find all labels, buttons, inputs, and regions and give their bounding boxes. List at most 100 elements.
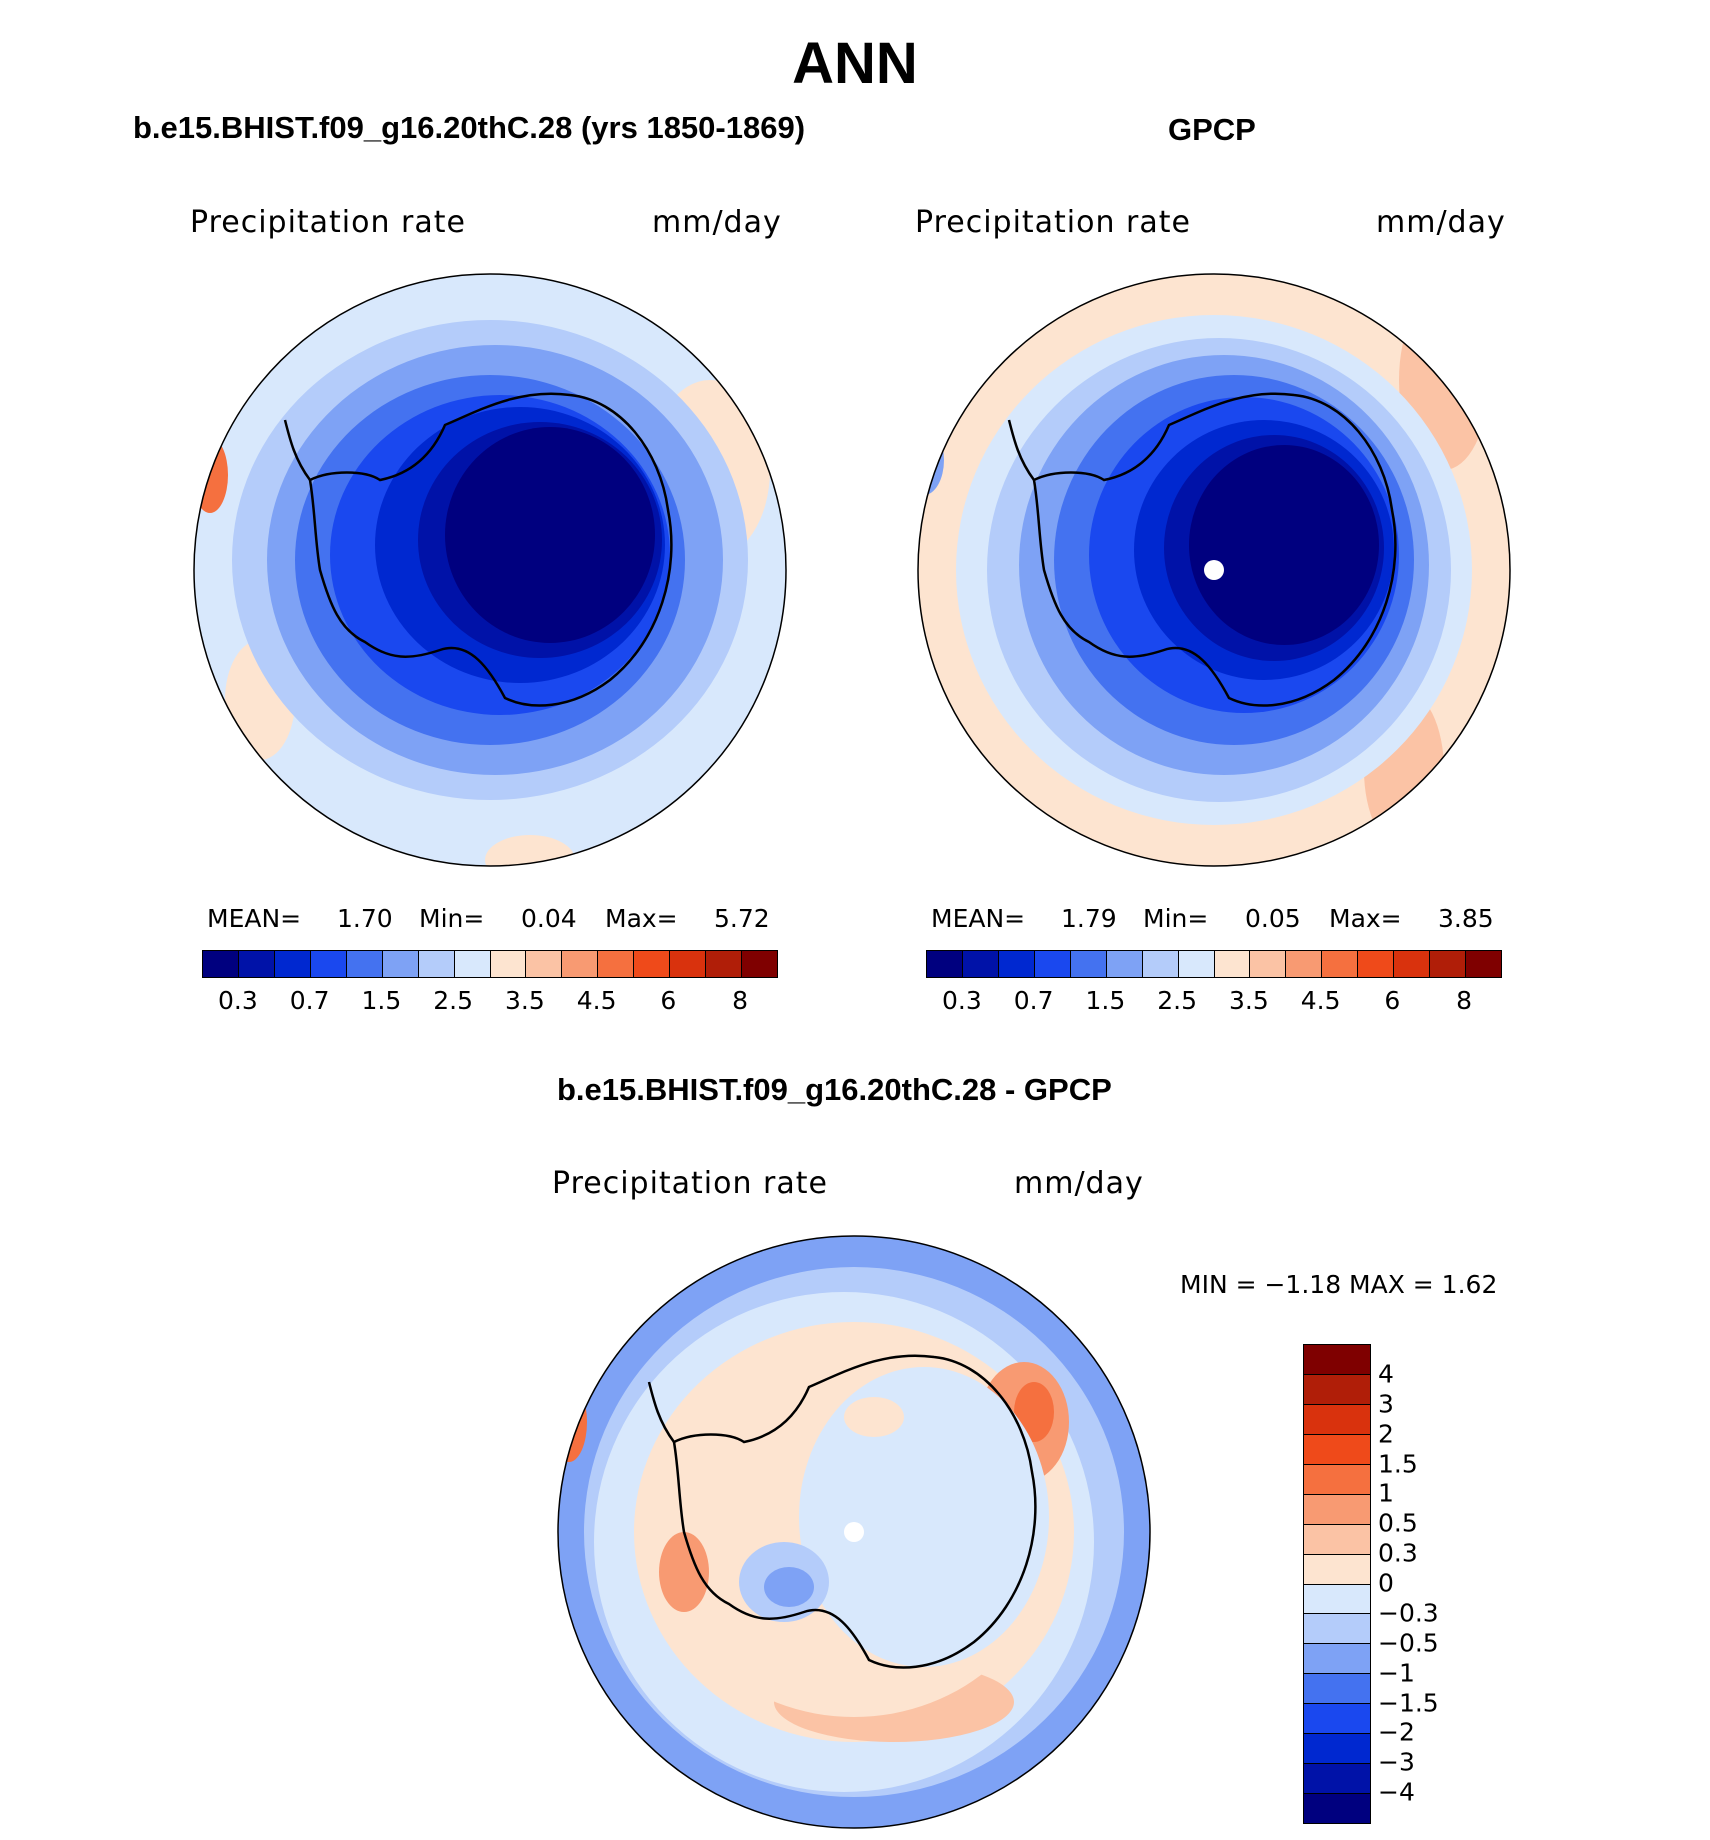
colorbar-swatch (1322, 951, 1359, 977)
diff-colorbar-swatch (1304, 1734, 1370, 1765)
colorbar-swatch (1178, 951, 1215, 977)
diff-colorbar (1303, 1344, 1371, 1824)
colorbar-tick-label: 0.7 (1013, 986, 1054, 1015)
obs-mean-label: MEAN= (931, 904, 1026, 933)
colorbar-swatch (274, 951, 311, 977)
diff-colorbar-swatch (1304, 1464, 1370, 1495)
colorbar-swatch (454, 951, 491, 977)
diff-colorbar-swatch (1304, 1794, 1370, 1823)
colorbar-swatch (382, 951, 419, 977)
colorbar-swatch (1250, 951, 1287, 977)
colorbar-swatch (238, 951, 275, 977)
diff-colorbar-swatch (1304, 1614, 1370, 1645)
colorbar-swatch (927, 951, 963, 977)
colorbar-tick-label: 8 (732, 986, 749, 1015)
colorbar-swatch (346, 951, 383, 977)
obs-min-value: 0.05 (1245, 904, 1301, 933)
obs-colorbar (926, 950, 1502, 978)
diff-colorbar-swatch (1304, 1404, 1370, 1435)
obs-units-label: mm/day (1376, 205, 1506, 240)
colorbar-tick-label: 1.5 (1085, 986, 1126, 1015)
obs-max-label: Max= (1329, 904, 1402, 933)
colorbar-swatch (742, 951, 777, 977)
diff-colorbar-swatch (1304, 1764, 1370, 1795)
main-title: ANN (792, 31, 918, 96)
diff-colorbar-swatch (1304, 1434, 1370, 1465)
diff-panel-title: b.e15.BHIST.f09_g16.20thC.28 - GPCP (557, 1072, 1112, 1107)
colorbar-swatch (706, 951, 743, 977)
colorbar-tick-label: 2.5 (1157, 986, 1198, 1015)
colorbar-tick-label: 6 (660, 986, 677, 1015)
colorbar-swatch (1106, 951, 1143, 977)
model-max-label: Max= (605, 904, 678, 933)
colorbar-swatch (598, 951, 635, 977)
model-colorbar (202, 950, 778, 978)
model-panel-title: b.e15.BHIST.f09_g16.20thC.28 (yrs 1850-1… (133, 110, 806, 145)
diff-colorbar-tick-label: 4 (1378, 1359, 1394, 1389)
diff-minmax-text: MIN = −1.18 MAX = 1.62 (1180, 1270, 1498, 1299)
diff-colorbar-swatch (1304, 1345, 1370, 1375)
diff-colorbar-tick-label: −0.3 (1378, 1598, 1439, 1628)
diff-colorbar-tick-label: 0.5 (1378, 1508, 1418, 1538)
colorbar-swatch (1142, 951, 1179, 977)
colorbar-tick-label: 2.5 (433, 986, 474, 1015)
diff-colorbar-tick-label: 1 (1378, 1478, 1394, 1508)
colorbar-tick-label: 0.3 (941, 986, 982, 1015)
model-mean-value: 1.70 (337, 904, 393, 933)
colorbar-swatch (310, 951, 347, 977)
colorbar-swatch (1286, 951, 1323, 977)
colorbar-swatch (418, 951, 455, 977)
colorbar-tick-label: 6 (1384, 986, 1401, 1015)
model-min-label: Min= (419, 904, 485, 933)
colorbar-swatch (1214, 951, 1251, 977)
diff-colorbar-tick-label: 1.5 (1378, 1449, 1418, 1478)
model-units-label: mm/day (652, 205, 782, 240)
diff-colorbar-swatch (1304, 1374, 1370, 1405)
colorbar-swatch (670, 951, 707, 977)
diff-colorbar-tick-label: −2 (1378, 1717, 1415, 1747)
diff-colorbar-swatch (1304, 1494, 1370, 1525)
diff-colorbar-tick-label: −3 (1378, 1747, 1415, 1777)
obs-panel-title: GPCP (1168, 112, 1256, 147)
colorbar-swatch (634, 951, 671, 977)
model-max-value: 5.72 (714, 904, 770, 933)
colorbar-swatch (562, 951, 599, 977)
colorbar-tick-label: 4.5 (1300, 986, 1341, 1015)
obs-max-value: 3.85 (1438, 904, 1494, 933)
diff-polar-map (557, 1235, 1151, 1829)
colorbar-tick-label: 4.5 (576, 986, 617, 1015)
diff-colorbar-tick-label: 3 (1378, 1389, 1394, 1419)
colorbar-tick-label: 1.5 (361, 986, 402, 1015)
model-min-value: 0.04 (521, 904, 577, 933)
obs-mean-value: 1.79 (1061, 904, 1117, 933)
colorbar-tick-label: 0.7 (289, 986, 330, 1015)
obs-variable-label: Precipitation rate (915, 205, 1191, 240)
colorbar-swatch (1070, 951, 1107, 977)
diff-colorbar-swatch (1304, 1644, 1370, 1675)
colorbar-tick-label: 0.3 (217, 986, 258, 1015)
colorbar-swatch (1394, 951, 1431, 977)
model-mean-label: MEAN= (207, 904, 302, 933)
diff-colorbar-swatch (1304, 1674, 1370, 1705)
diff-colorbar-swatch (1304, 1524, 1370, 1555)
obs-min-label: Min= (1143, 904, 1209, 933)
colorbar-swatch (1466, 951, 1501, 977)
model-variable-label: Precipitation rate (190, 205, 466, 240)
diff-colorbar-tick-label: −1.5 (1378, 1688, 1439, 1717)
diff-colorbar-tick-label: −0.5 (1378, 1628, 1439, 1658)
colorbar-swatch (526, 951, 563, 977)
colorbar-swatch (1034, 951, 1071, 977)
diff-colorbar-swatch (1304, 1584, 1370, 1615)
model-polar-map (193, 273, 787, 867)
colorbar-swatch (203, 951, 239, 977)
diff-colorbar-tick-label: −1 (1378, 1658, 1415, 1688)
diff-colorbar-tick-label: 0 (1378, 1568, 1394, 1598)
colorbar-swatch (998, 951, 1035, 977)
colorbar-tick-label: 3.5 (504, 986, 545, 1015)
diff-colorbar-tick-label: 2 (1378, 1419, 1394, 1449)
diff-colorbar-tick-label: 0.3 (1378, 1538, 1418, 1568)
diff-colorbar-swatch (1304, 1704, 1370, 1735)
colorbar-swatch (1430, 951, 1467, 977)
diff-colorbar-swatch (1304, 1554, 1370, 1585)
colorbar-swatch (490, 951, 527, 977)
